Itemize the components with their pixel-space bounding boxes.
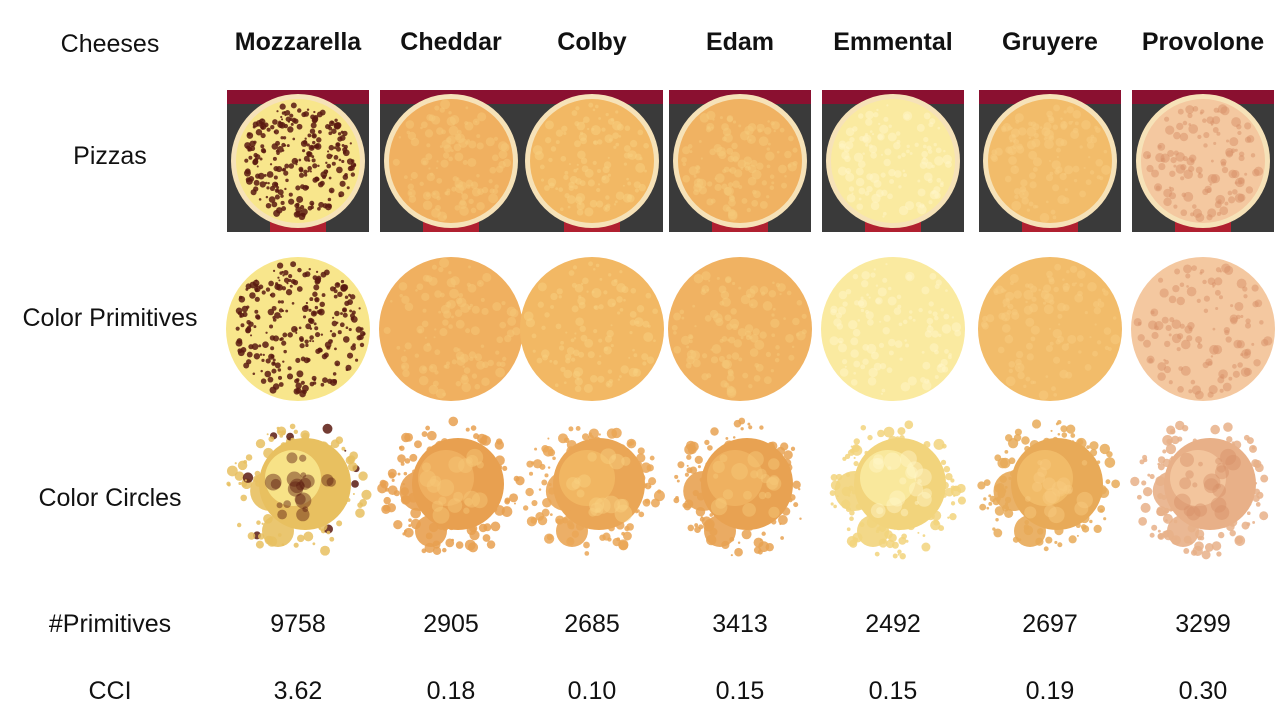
pizza-photo [521,90,663,232]
primitives-count: 9758 [270,610,326,638]
column-header-provolone: Provolone [1141,28,1265,56]
cci-value: 0.15 [868,677,918,705]
cci-value: 0.30 [1178,677,1228,705]
row-label-cheeses: Cheeses [60,30,160,58]
color-circles-image [975,416,1125,562]
primitives-count: 2697 [1022,610,1078,638]
row-label-color-primitives: Color Primitives [22,304,198,332]
cci-value: 0.15 [715,677,765,705]
color-circles-image [223,416,373,562]
column-header-emmental: Emmental [833,28,953,56]
color-circles-image [665,416,815,562]
column-header-edam: Edam [705,28,775,56]
color-circles-image [1128,416,1278,562]
column-header-gruyere: Gruyere [1002,28,1098,56]
color-primitives-image [378,256,524,402]
pizza-photo [822,90,964,232]
pizza-photo [979,90,1121,232]
primitives-count: 2905 [423,610,479,638]
color-circles-image [376,416,526,562]
primitives-count: 2492 [865,610,921,638]
row-label-num-primitives: #Primitives [48,610,172,638]
pizza-photo [1132,90,1274,232]
primitives-count: 2685 [564,610,620,638]
row-label-color-circles: Color Circles [38,484,182,512]
color-circles-image [818,416,968,562]
row-label-cci: CCI [88,677,132,705]
color-primitives-image [519,256,665,402]
color-primitives-image [977,256,1123,402]
cci-value: 0.10 [567,677,617,705]
pizza-photo [227,90,369,232]
color-primitives-image [820,256,966,402]
color-primitives-image [1130,256,1276,402]
color-circles-image [517,416,667,562]
primitives-count: 3299 [1175,610,1231,638]
column-header-colby: Colby [557,28,627,56]
primitives-count: 3413 [712,610,768,638]
column-header-cheddar: Cheddar [400,28,502,56]
pizza-photo [380,90,522,232]
row-label-pizzas: Pizzas [73,142,147,170]
color-primitives-image [225,256,371,402]
cci-value: 0.18 [426,677,476,705]
color-primitives-image [667,256,813,402]
cci-value: 3.62 [273,677,323,705]
pizza-photo [669,90,811,232]
column-header-mozzarella: Mozzarella [234,28,362,56]
cci-value: 0.19 [1025,677,1075,705]
